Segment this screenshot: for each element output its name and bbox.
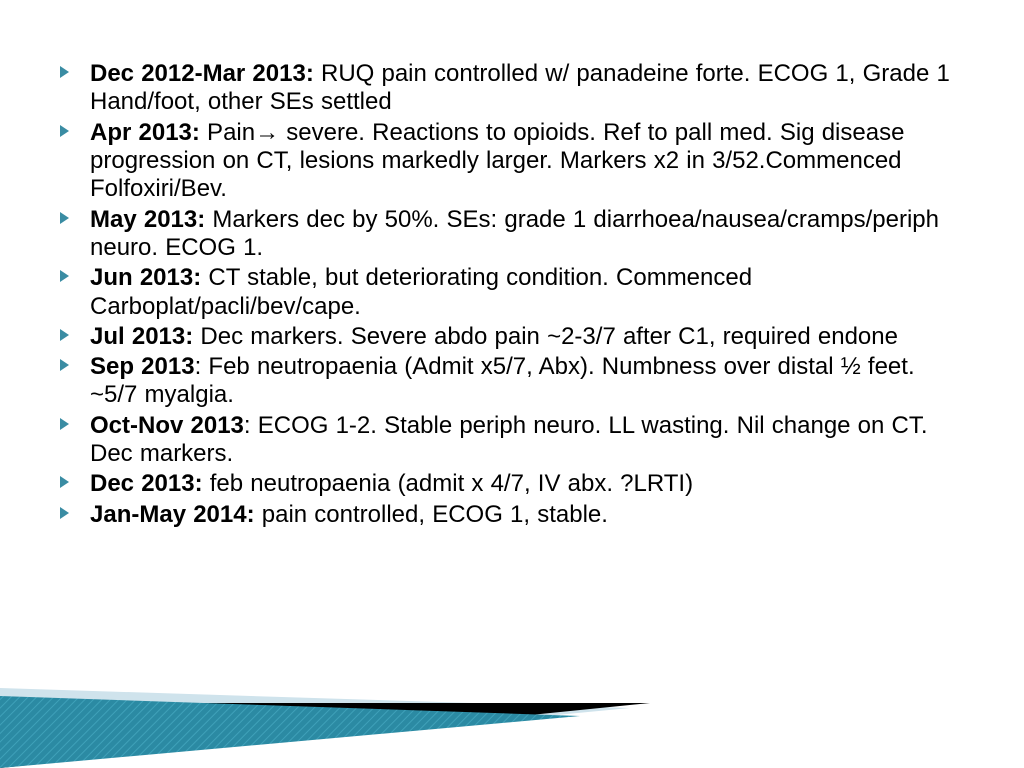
item-label: Dec 2013: <box>90 470 203 497</box>
list-item: Dec 2013: feb neutropaenia (admit x 4/7,… <box>60 470 964 498</box>
item-label: May 2013: <box>90 206 205 233</box>
list-item: Jul 2013: Dec markers. Severe abdo pain … <box>60 323 964 351</box>
item-label: Jun 2013: <box>90 264 201 291</box>
item-label: Sep 2013 <box>90 353 195 380</box>
item-label: Oct-Nov 2013 <box>90 412 244 439</box>
list-item: May 2013: Markers dec by 50%. SEs: grade… <box>60 206 964 263</box>
item-text: pain controlled, ECOG 1, stable. <box>255 501 608 528</box>
item-label: Jan-May 2014: <box>90 501 255 528</box>
item-text: feb neutropaenia (admit x 4/7, IV abx. ?… <box>203 470 694 497</box>
item-label: Dec 2012-Mar 2013: <box>90 60 314 87</box>
list-item: Jun 2013: CT stable, but deteriorating c… <box>60 264 964 321</box>
item-text: Dec markers. Severe abdo pain ~2-3/7 aft… <box>193 323 898 350</box>
item-label: Jul 2013: <box>90 323 193 350</box>
decorative-corner-icon <box>0 648 1024 768</box>
chevron-right-icon <box>60 329 69 341</box>
list-item: Dec 2012-Mar 2013: RUQ pain controlled w… <box>60 60 964 117</box>
chevron-right-icon <box>60 66 69 78</box>
list-item: Sep 2013: Feb neutropaenia (Admit x5/7, … <box>60 353 964 410</box>
list-item: Apr 2013: Pain→ severe. Reactions to opi… <box>60 119 964 204</box>
chevron-right-icon <box>60 418 69 430</box>
content-area: Dec 2012-Mar 2013: RUQ pain controlled w… <box>60 60 964 531</box>
bullet-list: Dec 2012-Mar 2013: RUQ pain controlled w… <box>60 60 964 529</box>
chevron-right-icon <box>60 212 69 224</box>
list-item: Jan-May 2014: pain controlled, ECOG 1, s… <box>60 501 964 529</box>
item-text: Markers dec by 50%. SEs: grade 1 diarrho… <box>90 206 939 261</box>
chevron-right-icon <box>60 125 69 137</box>
chevron-right-icon <box>60 476 69 488</box>
chevron-right-icon <box>60 507 69 519</box>
list-item: Oct-Nov 2013: ECOG 1-2. Stable periph ne… <box>60 412 964 469</box>
chevron-right-icon <box>60 359 69 371</box>
slide: Dec 2012-Mar 2013: RUQ pain controlled w… <box>0 0 1024 768</box>
item-label: Apr 2013: <box>90 119 200 146</box>
item-text: Pain→ severe. Reactions to opioids. Ref … <box>90 119 904 203</box>
item-text: : Feb neutropaenia (Admit x5/7, Abx). Nu… <box>90 353 915 408</box>
chevron-right-icon <box>60 270 69 282</box>
